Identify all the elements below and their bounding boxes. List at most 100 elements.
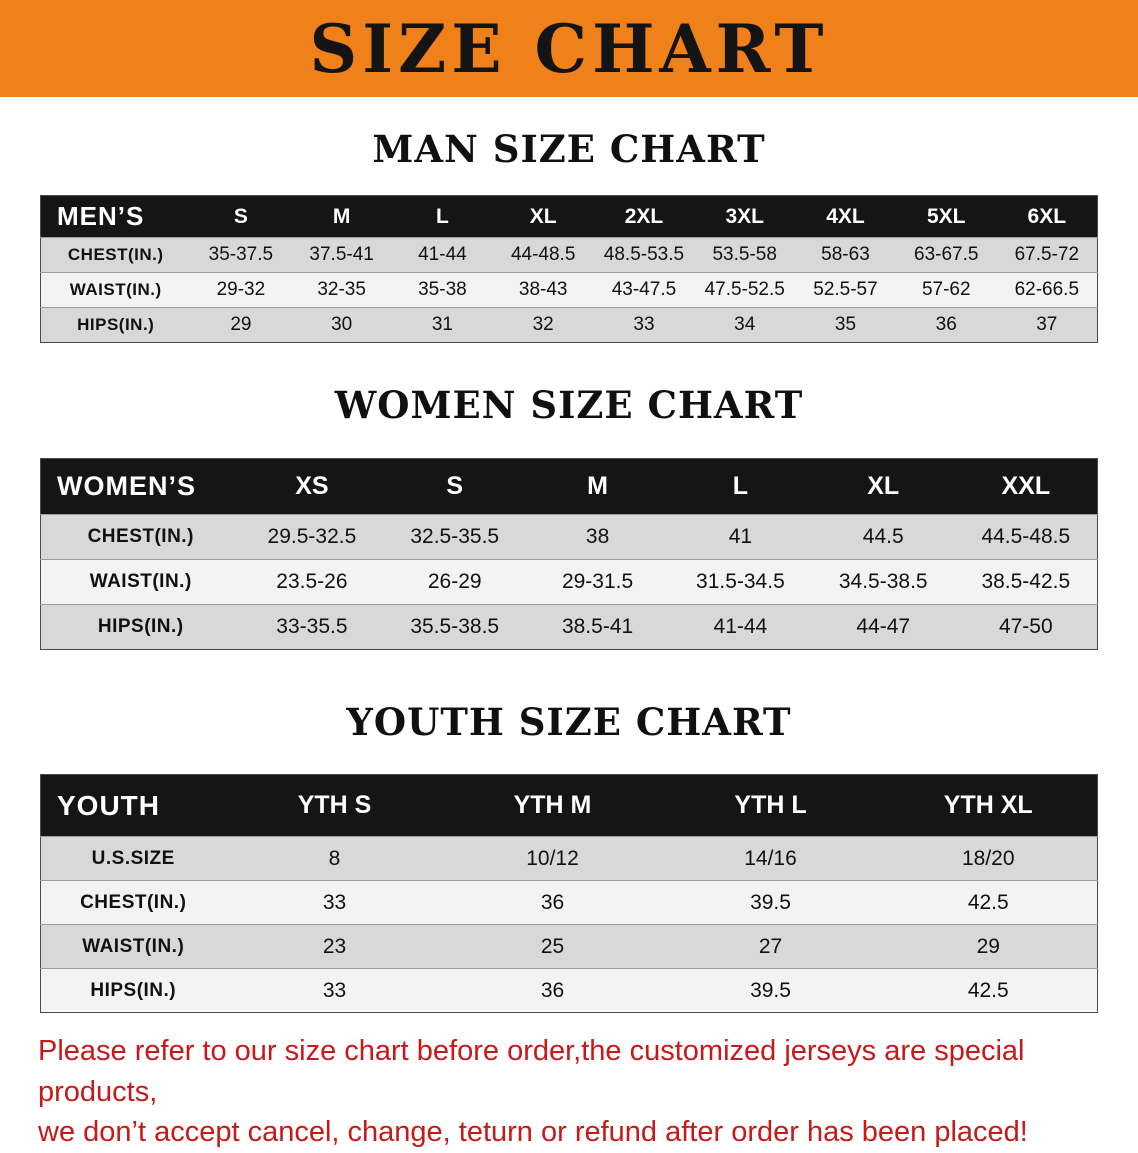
measurement-label: CHEST(IN.) bbox=[40, 880, 226, 925]
size-column-header: XL bbox=[811, 458, 955, 515]
size-value: 35-37.5 bbox=[190, 237, 292, 273]
size-table-header-row: MEN’S S M L XL 2XL 3XL 4XL 5XL 6XL bbox=[40, 195, 1098, 238]
size-value: 53.5-58 bbox=[694, 237, 796, 273]
measurement-row: CHEST(IN.) 35-37.5 37.5-41 41-44 44-48.5 48.5… bbox=[40, 237, 1098, 273]
men-size-table: MEN’S S M L XL 2XL 3XL 4XL 5XL 6XL CHEST(IN.) 35-37… bbox=[40, 195, 1098, 344]
size-column-header: 3XL bbox=[694, 195, 796, 238]
size-column-header: M bbox=[291, 195, 393, 238]
table-group-label: YOUTH bbox=[40, 774, 226, 837]
size-column-header: 5XL bbox=[895, 195, 997, 238]
size-value: 38 bbox=[526, 513, 669, 560]
size-value: 37 bbox=[996, 307, 1098, 343]
size-column-header: XS bbox=[240, 458, 384, 515]
size-column-header: YTH M bbox=[443, 774, 662, 837]
size-column-header: S bbox=[383, 458, 527, 515]
measurement-row: HIPS(IN.) 33-35.5 35.5-38.5 38.5-41 41-44 44-… bbox=[40, 603, 1098, 650]
size-value: 62-66.5 bbox=[996, 272, 1098, 308]
youth-section-heading: YOUTH SIZE CHART bbox=[346, 699, 792, 744]
measurement-row: WAIST(IN.) 23.5-26 26-29 29-31.5 31.5-34.5 34… bbox=[40, 558, 1098, 605]
page-title: SIZE CHART bbox=[309, 9, 829, 88]
size-value: 43-47.5 bbox=[593, 272, 695, 308]
size-value: 31.5-34.5 bbox=[668, 558, 812, 605]
size-value: 18/20 bbox=[879, 836, 1098, 881]
size-column-header: L bbox=[392, 195, 493, 238]
size-value: 14/16 bbox=[661, 836, 880, 881]
men-section-heading: MAN SIZE CHART bbox=[372, 127, 766, 171]
size-value: 36 bbox=[443, 968, 662, 1013]
size-value: 33 bbox=[225, 880, 444, 925]
size-value: 39.5 bbox=[661, 880, 880, 925]
size-value: 33 bbox=[593, 307, 695, 343]
measurement-label: WAIST(IN.) bbox=[40, 272, 191, 308]
size-column-header: YTH S bbox=[225, 774, 444, 837]
size-column-header: XL bbox=[492, 195, 594, 238]
measurement-label: U.S.SIZE bbox=[40, 836, 226, 881]
size-value: 30 bbox=[291, 307, 393, 343]
size-value: 29 bbox=[879, 924, 1098, 969]
youth-size-section: YOUTH SIZE CHART YOUTH YTH S YTH M YTH L YTH… bbox=[0, 650, 1138, 1014]
size-value: 37.5-41 bbox=[291, 237, 393, 273]
size-value: 44.5 bbox=[811, 513, 955, 560]
table-group-label: MEN’S bbox=[40, 195, 191, 238]
disclaimer: Please refer to our size chart before or… bbox=[38, 1031, 1138, 1153]
size-value: 25 bbox=[443, 924, 662, 969]
size-value: 36 bbox=[895, 307, 997, 343]
size-value: 41 bbox=[668, 513, 812, 560]
size-value: 35 bbox=[795, 307, 896, 343]
measurement-label: CHEST(IN.) bbox=[40, 237, 191, 273]
size-value: 42.5 bbox=[879, 880, 1098, 925]
size-table-header-row: WOMEN’S XS S M L XL XXL bbox=[40, 458, 1098, 515]
measurement-label: HIPS(IN.) bbox=[40, 968, 226, 1013]
size-table-header-row: YOUTH YTH S YTH M YTH L YTH XL bbox=[40, 774, 1098, 837]
size-value: 58-63 bbox=[795, 237, 896, 273]
women-section-heading: WOMEN SIZE CHART bbox=[334, 383, 804, 428]
size-value: 41-44 bbox=[392, 237, 493, 273]
size-column-header: XXL bbox=[954, 458, 1098, 515]
size-value: 48.5-53.5 bbox=[593, 237, 695, 273]
size-value: 52.5-57 bbox=[795, 272, 896, 308]
size-value: 10/12 bbox=[443, 836, 662, 881]
table-group-label: WOMEN’S bbox=[40, 458, 241, 515]
measurement-row: WAIST(IN.) 29-32 32-35 35-38 38-43 43-47.5 47.… bbox=[40, 272, 1098, 308]
size-value: 33-35.5 bbox=[240, 603, 384, 650]
disclaimer-line-2: we don’t accept cancel, change, teturn o… bbox=[38, 1116, 1028, 1149]
measurement-label: WAIST(IN.) bbox=[40, 558, 241, 605]
measurement-row: U.S.SIZE 8 10/12 14/16 18/20 bbox=[40, 836, 1098, 881]
size-column-header: M bbox=[526, 458, 669, 515]
measurement-label: CHEST(IN.) bbox=[40, 513, 241, 560]
size-value: 29 bbox=[190, 307, 292, 343]
size-value: 42.5 bbox=[879, 968, 1098, 1013]
size-value: 36 bbox=[443, 880, 662, 925]
size-value: 47.5-52.5 bbox=[694, 272, 796, 308]
size-value: 23.5-26 bbox=[240, 558, 384, 605]
size-value: 29-31.5 bbox=[526, 558, 669, 605]
measurement-label: HIPS(IN.) bbox=[40, 603, 241, 650]
size-value: 41-44 bbox=[668, 603, 812, 650]
size-value: 57-62 bbox=[895, 272, 997, 308]
size-value: 44.5-48.5 bbox=[954, 513, 1098, 560]
size-column-header: YTH XL bbox=[879, 774, 1098, 837]
youth-size-table: YOUTH YTH S YTH M YTH L YTH XL U.S.SIZE 8 10/12… bbox=[40, 774, 1098, 1014]
disclaimer-line-1: Please refer to our size chart before or… bbox=[38, 1035, 1025, 1108]
size-value: 32-35 bbox=[291, 272, 393, 308]
size-value: 33 bbox=[225, 968, 444, 1013]
size-value: 38.5-41 bbox=[526, 603, 669, 650]
size-value: 8 bbox=[225, 836, 444, 881]
men-size-section: MAN SIZE CHART MEN’S S M L XL 2XL 3XL 4XL 5XL 6XL… bbox=[0, 97, 1138, 344]
size-value: 35.5-38.5 bbox=[383, 603, 527, 650]
banner: SIZE CHART bbox=[0, 0, 1138, 97]
size-value: 44-48.5 bbox=[492, 237, 594, 273]
women-size-section: WOMEN SIZE CHART WOMEN’S XS S M L XL XXL CHEST(… bbox=[0, 343, 1138, 650]
size-value: 34 bbox=[694, 307, 796, 343]
measurement-row: CHEST(IN.) 29.5-32.5 32.5-35.5 38 41 44.5 44.5… bbox=[40, 513, 1098, 560]
measurement-row: HIPS(IN.) 33 36 39.5 42.5 bbox=[40, 968, 1098, 1013]
women-size-table: WOMEN’S XS S M L XL XXL CHEST(IN.) 29.5-32.5 32.5… bbox=[40, 457, 1098, 650]
size-column-header: 2XL bbox=[593, 195, 695, 238]
size-value: 63-67.5 bbox=[895, 237, 997, 273]
size-column-header: YTH L bbox=[661, 774, 880, 837]
size-value: 34.5-38.5 bbox=[811, 558, 955, 605]
size-value: 39.5 bbox=[661, 968, 880, 1013]
size-column-header: L bbox=[668, 458, 812, 515]
measurement-row: CHEST(IN.) 33 36 39.5 42.5 bbox=[40, 880, 1098, 925]
